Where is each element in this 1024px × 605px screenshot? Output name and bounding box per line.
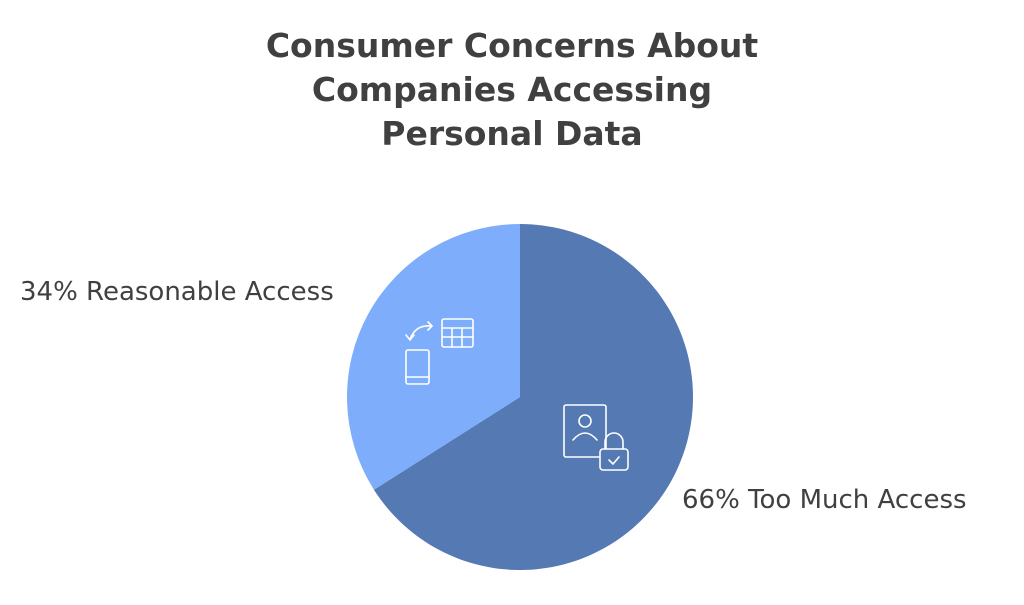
chart-title-line-2: Companies Accessing — [311, 70, 713, 109]
phone-table-sync-icon — [405, 318, 474, 385]
chart-title-line-1: Consumer Concerns About — [265, 26, 759, 65]
chart-title-line-3: Personal Data — [381, 114, 643, 153]
user-lock-icon — [563, 404, 629, 471]
slice-label-too-much-access: 66% Too Much Access — [682, 485, 967, 515]
chart-title: Consumer Concerns About Companies Access… — [0, 24, 1024, 156]
pie-slice-too-much-access — [373, 224, 693, 570]
pie-slice-reasonable-access — [347, 224, 520, 490]
slice-label-reasonable-access: 34% Reasonable Access — [20, 277, 334, 307]
